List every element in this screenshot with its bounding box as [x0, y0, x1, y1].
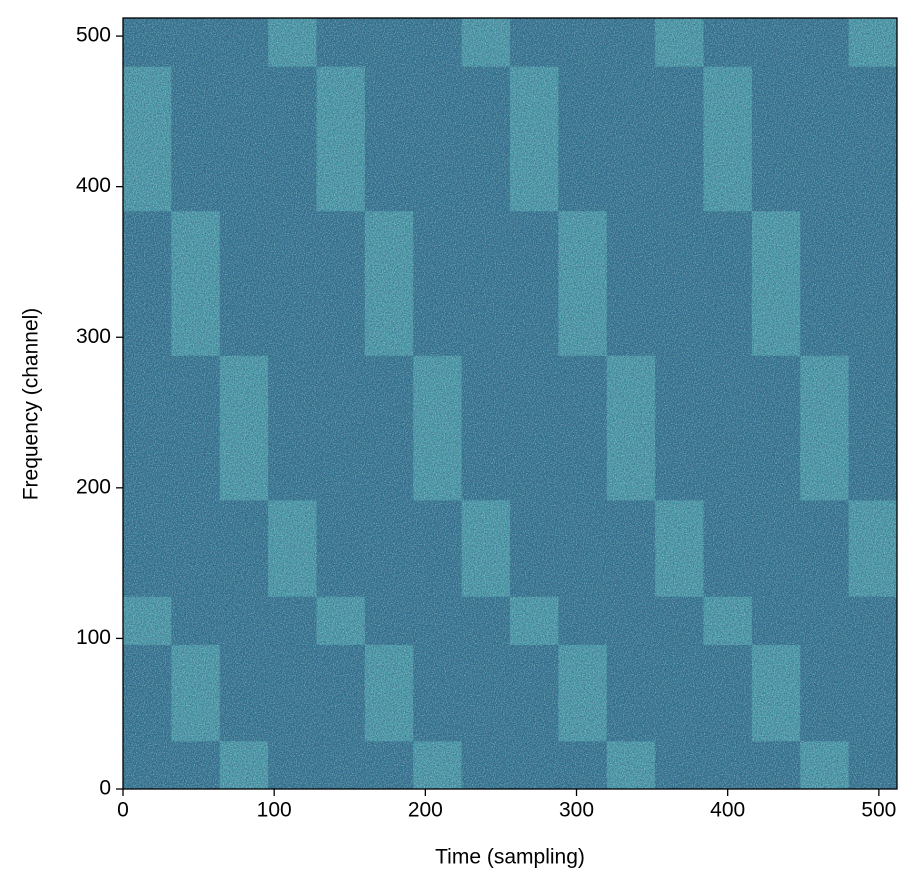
texture: [123, 18, 897, 789]
y-tick-label: 0: [99, 777, 111, 800]
y-tick-label: 200: [76, 475, 111, 498]
plot-frame: [122, 17, 898, 790]
x-tick-label: 0: [117, 799, 129, 822]
y-tick-label: 100: [76, 626, 111, 649]
x-tick-label: 500: [861, 799, 896, 822]
y-axis-label: Frequency (channel): [20, 308, 43, 501]
x-tick-label: 300: [559, 799, 594, 822]
x-tick-label: 200: [408, 799, 443, 822]
axes: 0 100 200 300 400 500 0 100 200 300 400 500: [76, 24, 896, 822]
x-tick-label: 400: [710, 799, 745, 822]
y-tick-label: 500: [76, 24, 111, 47]
y-tick-label: 400: [76, 174, 111, 197]
x-axis-label: Time (sampling): [435, 846, 585, 869]
y-tick-label: 300: [76, 325, 111, 348]
x-tick-label: 100: [257, 799, 292, 822]
noise-light: [123, 18, 897, 789]
